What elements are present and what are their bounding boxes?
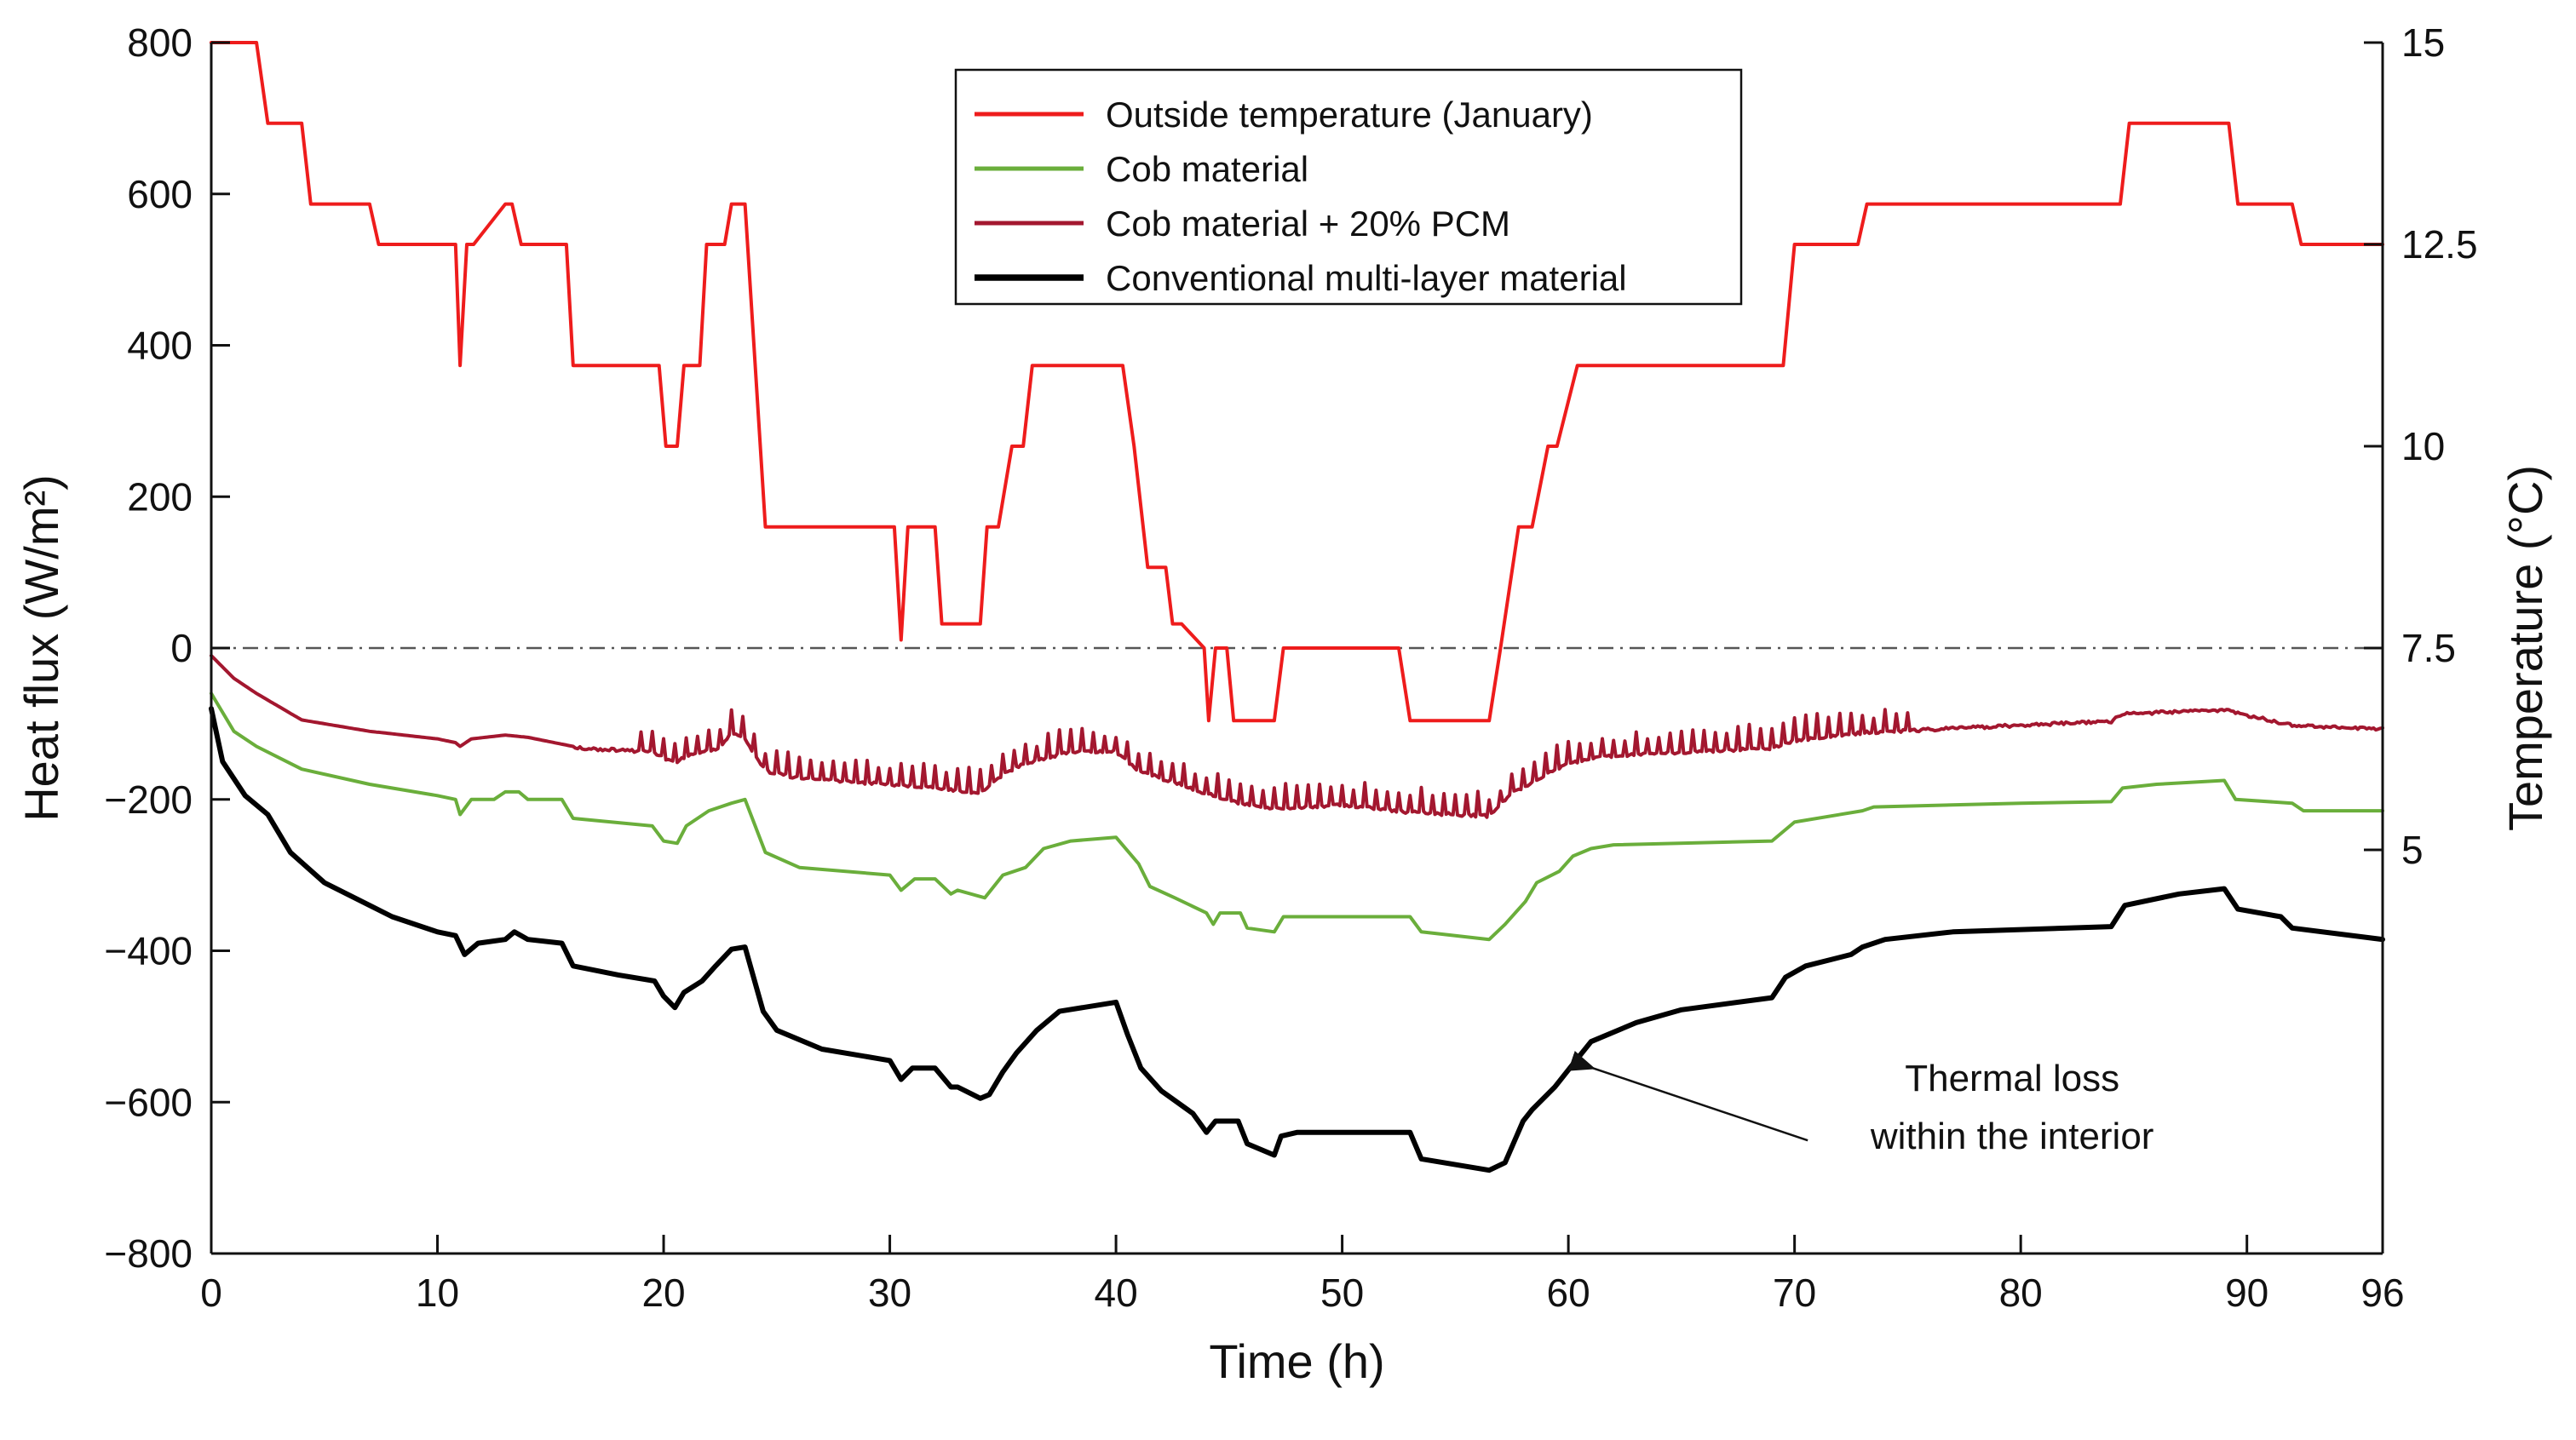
left-y-tick-label: −600 bbox=[104, 1080, 193, 1124]
right-y-tick-label: 7.5 bbox=[2401, 626, 2456, 670]
x-tick-label: 20 bbox=[641, 1271, 685, 1315]
right-y-axis-title: Temperature (°C) bbox=[2498, 465, 2552, 831]
left-y-tick-label: −400 bbox=[104, 929, 193, 973]
series-line-1 bbox=[210, 691, 2384, 942]
legend-label-1: Cob material bbox=[1106, 149, 1308, 189]
annotation-arrow bbox=[1567, 1050, 1808, 1142]
x-tick-label: 80 bbox=[1999, 1271, 2043, 1315]
right-y-tick-label: 5 bbox=[2401, 828, 2424, 872]
right-y-tick-label: 10 bbox=[2401, 424, 2445, 468]
x-axis-title: Time (h) bbox=[1209, 1334, 1384, 1388]
x-tick-label: 0 bbox=[200, 1271, 222, 1315]
legend-box bbox=[954, 68, 1743, 306]
x-tick-label: 70 bbox=[1773, 1271, 1816, 1315]
series-line-2 bbox=[210, 653, 2384, 819]
left-y-tick-label: −200 bbox=[104, 777, 193, 822]
annotation-text-line2: within the interior bbox=[1870, 1116, 2154, 1157]
left-y-tick-label: 400 bbox=[127, 324, 193, 368]
left-y-tick-label: 600 bbox=[127, 172, 193, 216]
left-y-tick-label: −800 bbox=[104, 1231, 193, 1276]
legend-label-3: Conventional multi-layer material bbox=[1106, 258, 1627, 298]
legend-label-0: Outside temperature (January) bbox=[1106, 95, 1593, 135]
series-line-3 bbox=[209, 706, 2385, 1173]
annotation-text-line1: Thermal loss bbox=[1905, 1058, 2119, 1099]
x-tick-label: 10 bbox=[416, 1271, 459, 1315]
left-y-tick-label: 200 bbox=[127, 474, 193, 519]
x-tick-label: 96 bbox=[2360, 1271, 2404, 1315]
left-y-axis-title: Heat flux (W/m²) bbox=[14, 474, 68, 822]
x-tick-label: 40 bbox=[1094, 1271, 1137, 1315]
x-tick-label: 30 bbox=[868, 1271, 911, 1315]
x-tick-label: 50 bbox=[1320, 1271, 1364, 1315]
left-y-tick-label: 0 bbox=[170, 626, 193, 670]
legend-label-2: Cob material + 20% PCM bbox=[1106, 204, 1510, 244]
x-tick-label: 60 bbox=[1547, 1271, 1590, 1315]
series-line-0 bbox=[210, 41, 2384, 723]
left-y-tick-label: 800 bbox=[127, 20, 193, 65]
x-tick-label: 90 bbox=[2225, 1271, 2268, 1315]
right-y-tick-label: 12.5 bbox=[2401, 222, 2478, 267]
right-y-tick-label: 15 bbox=[2401, 20, 2445, 65]
